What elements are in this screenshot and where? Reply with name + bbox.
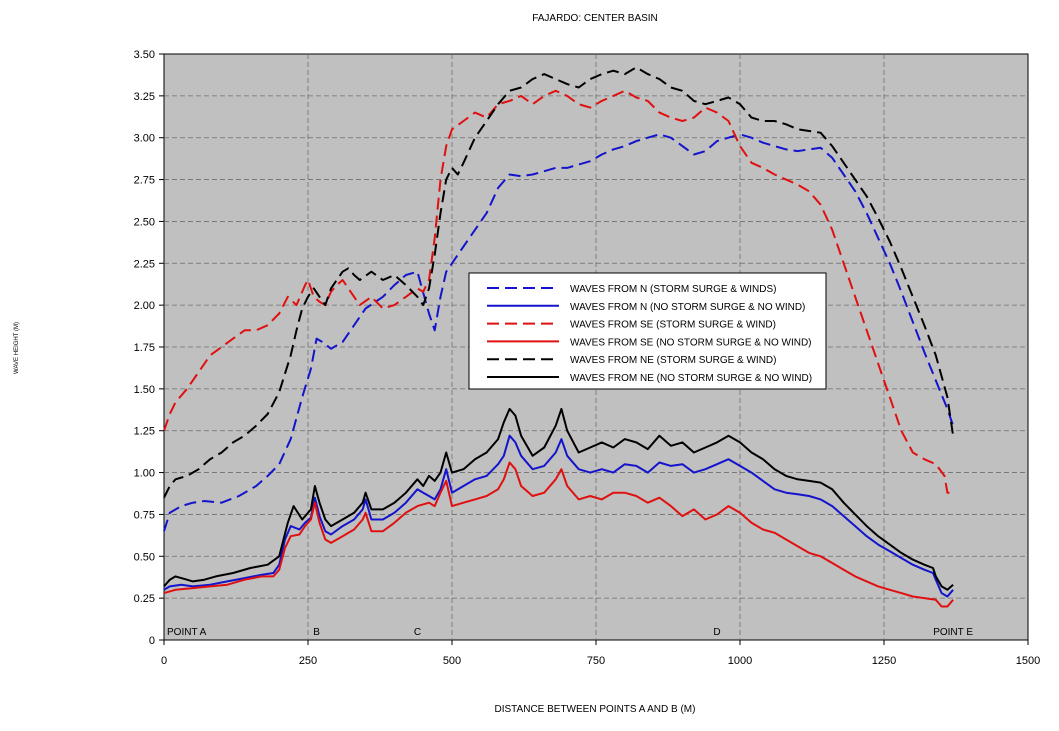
y-tick-label: 2.25	[134, 258, 155, 270]
chart-title: FAJARDO: CENTER BASIN	[532, 13, 658, 24]
y-tick-label: 0	[149, 635, 155, 647]
y-tick-label: 3.25	[134, 91, 155, 103]
y-tick-label: 0.50	[134, 551, 155, 563]
point-label: POINT A	[167, 627, 207, 638]
x-tick-label: 1500	[1016, 655, 1040, 667]
x-tick-label: 500	[443, 655, 461, 667]
y-tick-label: 0.75	[134, 509, 155, 521]
series-line-5	[163, 407, 954, 591]
point-label: B	[313, 627, 320, 638]
y-tick-label: 1.00	[134, 468, 155, 480]
series-line-2	[163, 89, 954, 494]
point-label: POINT E	[933, 627, 973, 638]
point-label: C	[414, 627, 421, 638]
y-tick-label: 2.50	[134, 216, 155, 228]
series-line-0	[163, 133, 955, 532]
y-tick-label: 2.00	[134, 300, 155, 312]
legend-label: WAVES FROM NE (NO STORM SURGE & NO WIND)	[570, 373, 812, 384]
series-layer	[163, 66, 955, 608]
y-axis-label: WAVE HEIGHT (M)	[14, 322, 20, 374]
x-tick-label: 250	[299, 655, 317, 667]
axes: 0 250 500 750 1000 1250 1500 0 0.25 0.50 0.75 1.00 1…	[134, 49, 1041, 667]
x-tick-label: 1000	[728, 655, 752, 667]
legend-label: WAVES FROM N (NO STORM SURGE & NO WIND)	[570, 302, 805, 313]
x-tick-label: 1250	[872, 655, 896, 667]
legend-label: WAVES FROM SE (NO STORM SURGE & NO WIND)	[570, 337, 812, 348]
y-tick-label: 3.50	[134, 49, 155, 61]
legend: WAVES FROM N (STORM SURGE & WINDS) WAVES …	[468, 272, 827, 390]
legend-box	[468, 272, 827, 390]
series-line-1	[163, 434, 954, 598]
x-axis-label: DISTANCE BETWEEN POINTS A AND B (M)	[495, 704, 696, 715]
y-tick-label: 3.00	[134, 133, 155, 145]
series-line-3	[163, 461, 954, 608]
x-tick-label: 750	[587, 655, 605, 667]
legend-label: WAVES FROM N (STORM SURGE & WINDS)	[570, 284, 776, 295]
y-tick-label: 1.50	[134, 384, 155, 396]
y-tick-label: 0.25	[134, 593, 155, 605]
y-tick-label: 2.75	[134, 175, 155, 187]
series-line-4	[163, 66, 955, 499]
grid-lines	[164, 54, 1028, 640]
legend-label: WAVES FROM SE (STORM SURGE & WIND)	[570, 320, 776, 331]
point-label: D	[713, 627, 720, 638]
legend-label: WAVES FROM NE (STORM SURGE & WIND)	[570, 355, 776, 366]
point-labels: POINT A B C D POINT E	[167, 627, 973, 638]
y-tick-label: 1.25	[134, 426, 155, 438]
y-tick-label: 1.75	[134, 342, 155, 354]
x-tick-label: 0	[161, 655, 167, 667]
